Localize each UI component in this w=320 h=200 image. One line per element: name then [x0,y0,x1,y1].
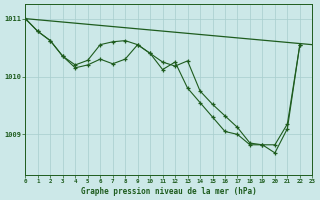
X-axis label: Graphe pression niveau de la mer (hPa): Graphe pression niveau de la mer (hPa) [81,187,257,196]
